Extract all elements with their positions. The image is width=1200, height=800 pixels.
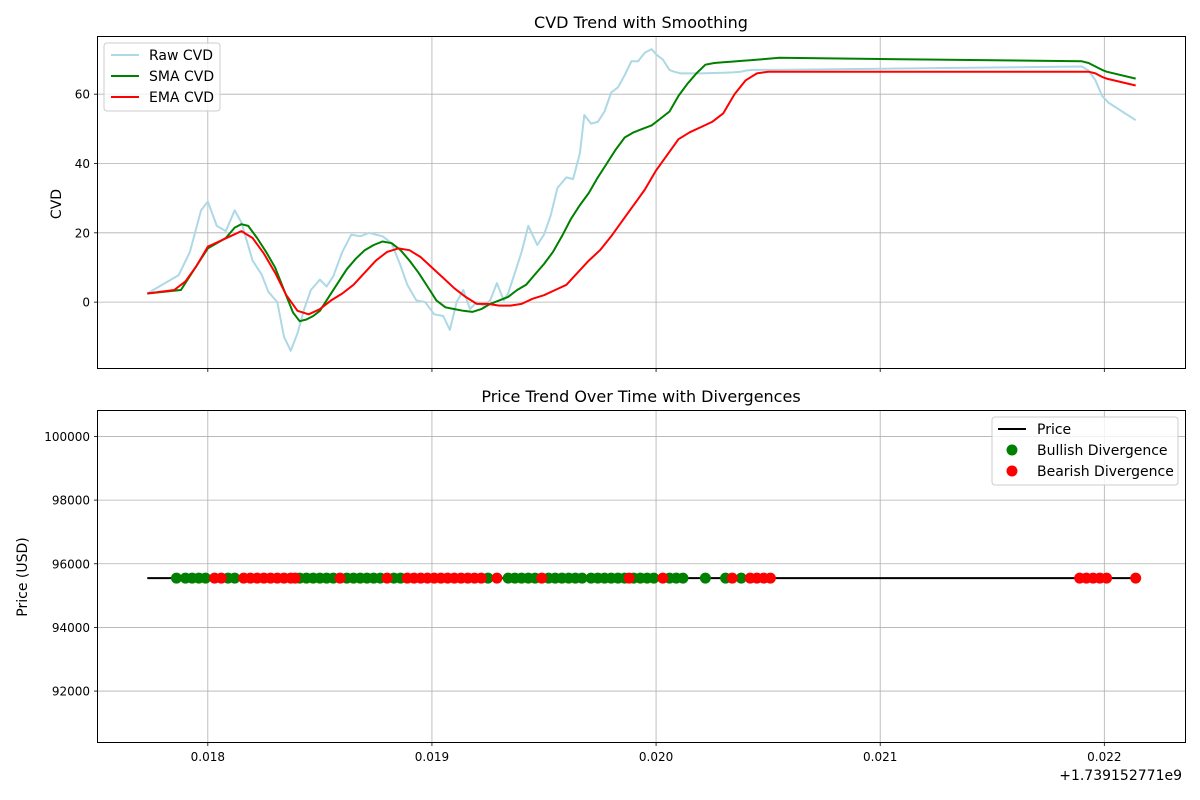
y-tick-label: 0 [82, 296, 90, 310]
divergence-marker [726, 572, 738, 584]
divergence-marker [699, 572, 711, 584]
price-x-axis-ticks: 0.018 0.019 0.020 0.021 0.022 [191, 742, 1121, 764]
divergence-marker [1101, 572, 1113, 584]
price-plot-frame [97, 410, 1186, 743]
cvd-y-axis-label: CVD [49, 189, 65, 219]
price-legend-price-label: Price [1037, 422, 1071, 438]
y-tick-label: 94000 [52, 621, 90, 635]
price-legend-bearish-swatch [1006, 465, 1018, 477]
series-line-ema-cvd [147, 70, 1136, 316]
divergence-marker [200, 572, 212, 584]
divergence-marker [735, 572, 747, 584]
divergence-marker [648, 572, 660, 584]
divergence-marker [215, 572, 227, 584]
divergence-marker [764, 572, 776, 584]
price-legend-bearish-label: Bearish Divergence [1037, 464, 1174, 480]
price-legend-bullish-label: Bullish Divergence [1037, 443, 1168, 459]
divergence-marker [475, 572, 487, 584]
x-axis-offset-label: +1.739152771e9 [1059, 768, 1182, 784]
price-y-axis-label: Price (USD) [15, 537, 31, 616]
price-chart: Price Trend Over Time with Divergences 9… [15, 387, 1186, 784]
x-tick-label: 0.019 [415, 750, 449, 764]
divergence-marker [536, 572, 548, 584]
divergence-marker [229, 572, 241, 584]
x-tick-label: 0.018 [191, 750, 225, 764]
y-tick-label: 40 [75, 157, 90, 171]
divergence-marker [334, 572, 346, 584]
divergence-marker [170, 572, 182, 584]
cvd-chart-title: CVD Trend with Smoothing [534, 13, 748, 32]
y-tick-label: 96000 [52, 557, 90, 571]
y-tick-label: 100000 [44, 430, 90, 444]
y-tick-label: 92000 [52, 685, 90, 699]
divergence-marker [657, 572, 669, 584]
divergence-marker [576, 572, 588, 584]
cvd-y-axis-ticks: 0 20 40 60 [75, 88, 98, 310]
x-tick-label: 0.020 [639, 750, 673, 764]
cvd-legend: Raw CVD SMA CVD EMA CVD [103, 42, 221, 112]
y-tick-label: 60 [75, 88, 90, 102]
divergence-marker [677, 572, 689, 584]
price-y-axis-ticks: 92000 94000 96000 98000 100000 [44, 430, 98, 699]
price-legend: Price Bullish Divergence Bearish Diverge… [991, 416, 1179, 486]
divergence-marker [623, 572, 635, 584]
cvd-chart: CVD Trend with Smoothing 0 20 40 60 CVD Raw… [49, 13, 1186, 372]
cvd-x-axis-ticks [207, 368, 1105, 372]
x-tick-label: 0.022 [1087, 750, 1121, 764]
price-series [147, 572, 1142, 584]
divergence-marker [1130, 572, 1142, 584]
divergence-marker [381, 572, 393, 584]
cvd-legend-raw-label: Raw CVD [149, 48, 213, 64]
cvd-series-lines [146, 48, 1137, 352]
cvd-legend-box [103, 42, 221, 112]
cvd-legend-ema-label: EMA CVD [149, 90, 214, 106]
cvd-plot-frame [97, 36, 1186, 369]
price-legend-bullish-swatch [1006, 444, 1018, 456]
y-tick-label: 98000 [52, 494, 90, 508]
price-chart-title: Price Trend Over Time with Divergences [481, 387, 800, 406]
x-tick-label: 0.021 [863, 750, 897, 764]
series-line-sma-cvd [147, 56, 1136, 323]
divergence-marker [289, 572, 301, 584]
price-legend-box [991, 416, 1179, 486]
divergence-marker [491, 572, 503, 584]
cvd-legend-sma-label: SMA CVD [149, 69, 214, 85]
y-tick-label: 20 [75, 226, 90, 240]
